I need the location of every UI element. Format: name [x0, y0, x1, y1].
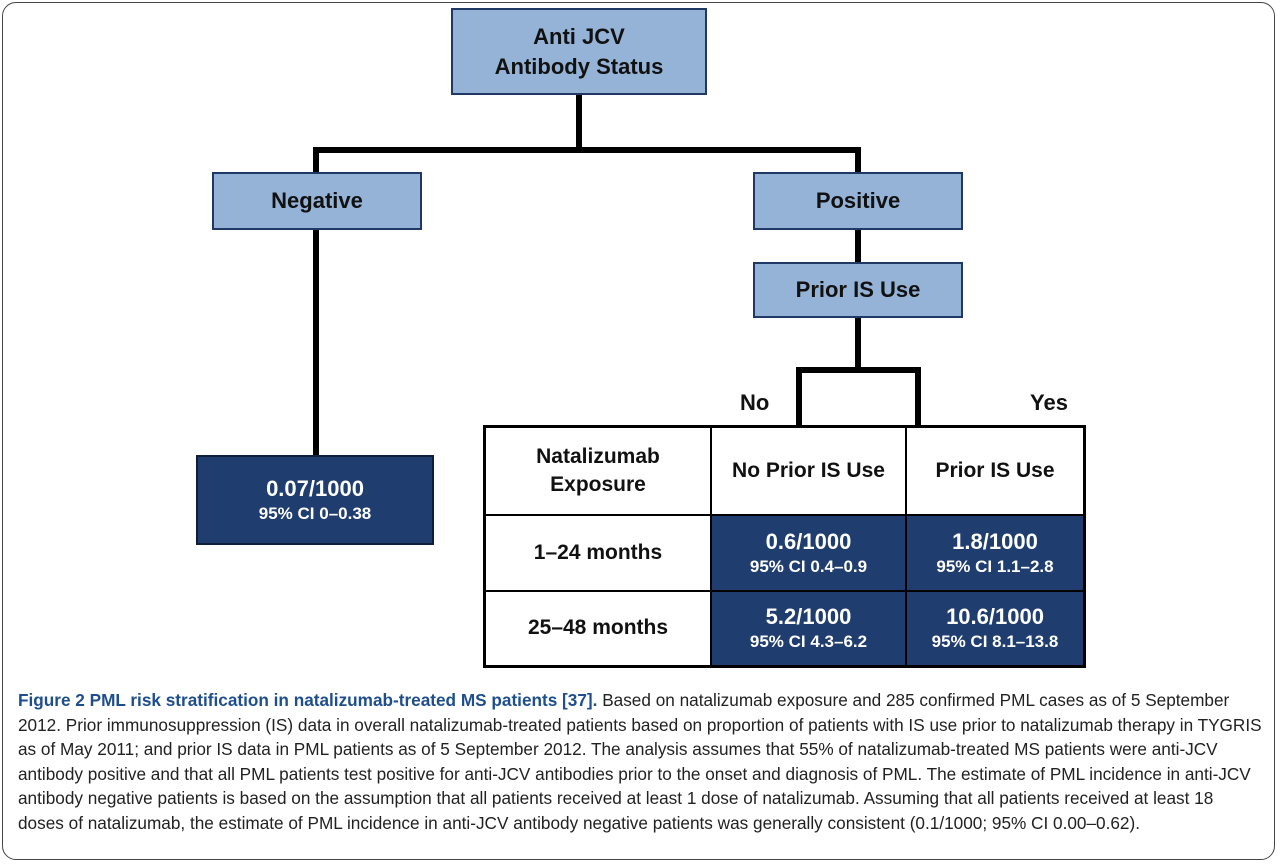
- rate: 0.6/1000: [765, 528, 852, 554]
- node-text: Negative: [271, 188, 363, 213]
- ci: 95% CI 1.1–2.8: [936, 556, 1054, 576]
- row-label: 1–24 months: [483, 513, 712, 592]
- rate: 1.8/1000: [952, 528, 1038, 554]
- positive-node: Positive: [753, 172, 963, 230]
- header-cell: No Prior IS Use: [710, 425, 907, 516]
- cell-text: Exposure: [550, 472, 646, 496]
- node-text: Anti JCV: [533, 23, 625, 49]
- node-text: Positive: [815, 188, 901, 213]
- prior-is-node: Prior IS Use: [753, 262, 963, 318]
- caption: Figure 2 PML risk stratification in nata…: [18, 688, 1263, 836]
- negative-node: Negative: [212, 172, 422, 230]
- caption-title: Figure 2 PML risk stratification in nata…: [18, 690, 598, 710]
- node-text: Prior IS Use: [795, 277, 921, 302]
- rate: 5.2/1000: [765, 604, 852, 630]
- node-text: Antibody Status: [494, 53, 664, 79]
- table-header: Natalizumab Exposure No Prior IS Use Pri…: [483, 425, 1086, 516]
- ci: 95% CI 0.4–0.9: [749, 556, 868, 576]
- value-cell: 1.8/1000 95% CI 1.1–2.8: [905, 513, 1086, 592]
- cell-text: Natalizumab: [536, 444, 660, 468]
- tree-lines: [313, 95, 921, 455]
- value-cell: 0.6/1000 95% CI 0.4–0.9: [710, 513, 907, 592]
- caption-body: Based on natalizumab exposure and 285 co…: [18, 690, 1262, 833]
- header-cell: Prior IS Use: [905, 425, 1086, 516]
- row-label: 25–48 months: [483, 589, 712, 668]
- negative-result: 0.07/1000 95% CI 0–0.38: [196, 455, 434, 545]
- ci: 95% CI 4.3–6.2: [749, 632, 868, 652]
- rate: 0.07/1000: [266, 476, 364, 501]
- header-cell: Natalizumab Exposure: [483, 425, 712, 516]
- branch-label: No: [740, 390, 770, 415]
- root-node: Anti JCV Antibody Status: [451, 8, 707, 95]
- risk-table: Natalizumab Exposure No Prior IS Use Pri…: [483, 425, 1086, 668]
- table-row: 25–48 months 5.2/1000 95% CI 4.3–6.2 10.…: [483, 589, 1086, 668]
- rate: 10.6/1000: [946, 604, 1044, 630]
- ci: 95% CI 8.1–13.8: [931, 632, 1059, 652]
- connectors: [313, 95, 921, 455]
- branch-label: Yes: [1030, 390, 1068, 415]
- table-row: 1–24 months 0.6/1000 95% CI 0.4–0.9 1.8/…: [483, 513, 1086, 592]
- value-cell: 10.6/1000 95% CI 8.1–13.8: [905, 589, 1086, 668]
- ci: 95% CI 0–0.38: [258, 504, 372, 523]
- value-cell: 5.2/1000 95% CI 4.3–6.2: [710, 589, 907, 668]
